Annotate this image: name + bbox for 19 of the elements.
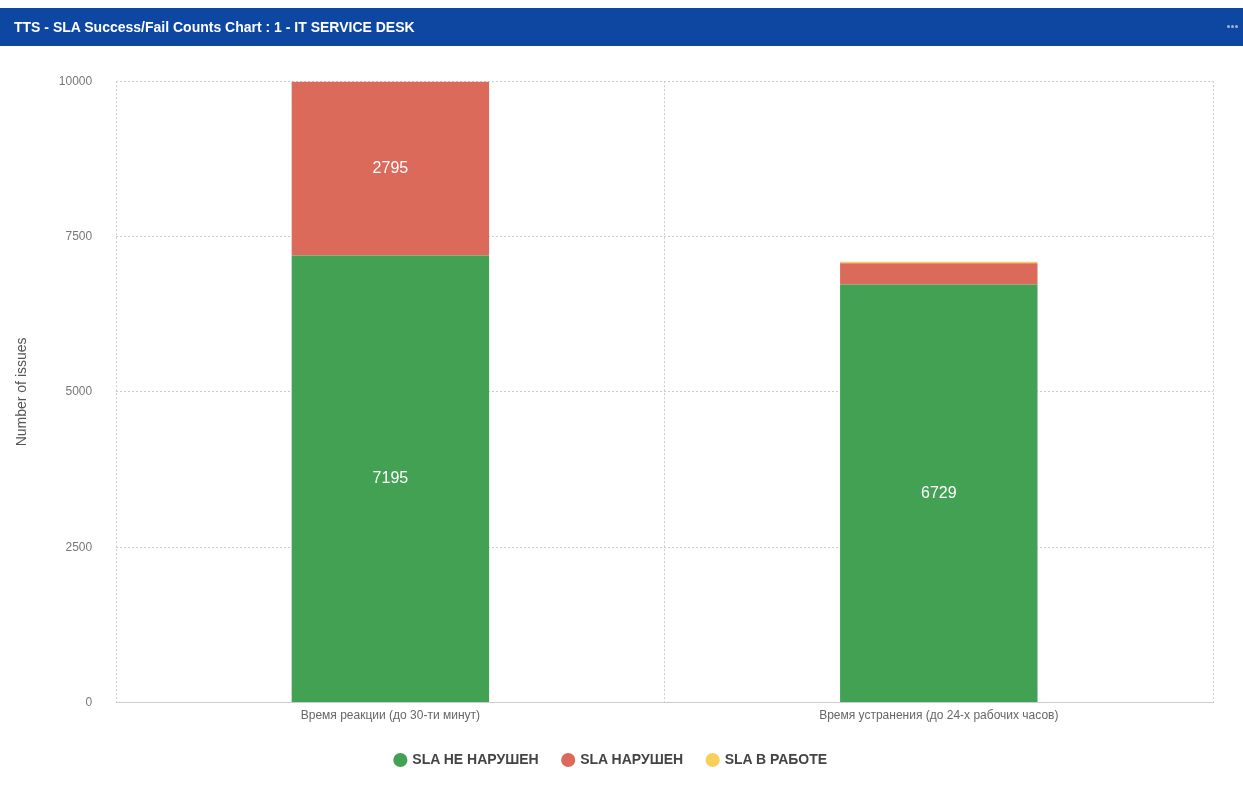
bar bbox=[840, 284, 1038, 703]
bar bbox=[291, 81, 490, 256]
x-tick-label: Время реакции (до 30-ти минут) bbox=[300, 708, 481, 723]
chart-title: TTS - SLA Success/Fail Counts Chart : 1 - IT SERVICE DESK bbox=[14, 18, 415, 37]
legend-label: SLA В РАБОТЕ bbox=[724, 750, 828, 767]
legend-label: SLA НЕ НАРУШЕН bbox=[412, 750, 539, 767]
y-tick-label: 10000 bbox=[58, 73, 93, 88]
data-label: 2795 bbox=[372, 159, 409, 177]
bar bbox=[840, 263, 1038, 285]
y-tick-label: 2500 bbox=[65, 539, 93, 554]
y-tick-label: 0 bbox=[85, 694, 93, 709]
y-tick-label: 5000 bbox=[65, 384, 93, 399]
data-label: 6729 bbox=[921, 483, 957, 501]
data-label: 7195 bbox=[372, 469, 409, 487]
bar bbox=[291, 255, 490, 703]
legend-label: SLA НАРУШЕН bbox=[580, 750, 684, 767]
y-tick-label: 7500 bbox=[65, 228, 93, 243]
x-tick-label: Время устранения (до 24-х рабочих часов) bbox=[819, 708, 1059, 723]
y-axis-title: Number of issues bbox=[13, 337, 30, 447]
